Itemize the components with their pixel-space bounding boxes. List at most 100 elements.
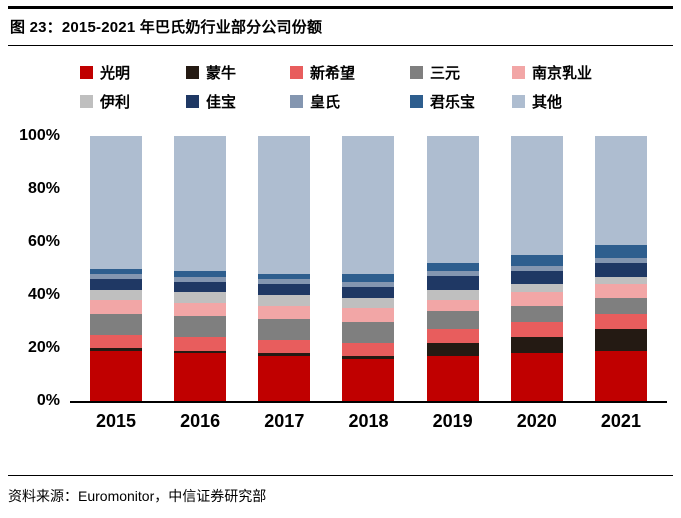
bar-segment-蒙牛	[510, 337, 563, 354]
y-axis-tick-label: 60%	[27, 233, 60, 250]
y-axis-tick-label: 80%	[27, 180, 60, 197]
bar-segment-伊利	[426, 289, 479, 301]
bar-segment-皇氏	[90, 273, 142, 280]
bar-segment-三元	[510, 305, 563, 322]
legend-label: 三元	[430, 65, 461, 82]
x-axis-label: 2016	[180, 411, 221, 431]
bar-segment-伊利	[594, 276, 647, 285]
bar-segment-君乐宝	[342, 273, 395, 282]
legend-color-swatch	[80, 66, 93, 79]
bar-segment-佳宝	[594, 263, 647, 277]
legend-item-2: 蒙牛	[186, 62, 290, 83]
bar-segment-皇氏	[258, 279, 311, 285]
bar-segment-伊利	[174, 292, 227, 303]
figure-footer: 资料来源：Euromonitor，中信证券研究部	[8, 475, 673, 506]
bar-segment-南京乳业	[90, 300, 142, 314]
legend-item-1: 光明	[80, 62, 186, 83]
x-axis-label: 2018	[348, 411, 389, 431]
x-axis-label: 2021	[600, 411, 641, 431]
bar-segment-新希望	[342, 342, 395, 356]
legend-item-6: 伊利	[80, 91, 186, 112]
bar-segment-三元	[258, 318, 311, 341]
bar-segment-光明	[90, 350, 142, 401]
bar-segment-皇氏	[594, 257, 647, 264]
bar-2019	[426, 136, 479, 401]
legend-color-swatch	[410, 95, 423, 108]
bar-segment-伊利	[90, 289, 142, 301]
bar-segment-伊利	[510, 284, 563, 293]
bar-segment-蒙牛	[258, 353, 311, 356]
bar-segment-新希望	[510, 321, 563, 338]
figure-title: 图 23：2015-2021 年巴氏奶行业部分公司份额	[10, 19, 323, 36]
bar-segment-新希望	[594, 313, 647, 330]
bar-2018	[342, 136, 395, 401]
x-axis-label: 2015	[95, 411, 137, 431]
bar-2020	[510, 136, 563, 401]
bar-segment-三元	[426, 310, 479, 330]
bar-segment-其他	[90, 136, 142, 269]
plot-area	[70, 136, 667, 403]
legend-item-8: 皇氏	[290, 91, 410, 112]
bar-segment-皇氏	[174, 276, 227, 282]
bars-row	[70, 136, 667, 401]
legend-item-9: 君乐宝	[410, 91, 512, 112]
bar-segment-蒙牛	[90, 348, 142, 351]
bar-segment-光明	[510, 353, 563, 401]
bar-segment-佳宝	[342, 287, 395, 298]
y-axis-tick-label: 40%	[27, 286, 60, 303]
bar-segment-三元	[594, 297, 647, 314]
bar-segment-君乐宝	[426, 263, 479, 272]
legend-label: 新希望	[310, 65, 356, 82]
bar-segment-南京乳业	[510, 292, 563, 306]
legend-color-swatch	[80, 95, 93, 108]
bar-segment-蒙牛	[174, 350, 227, 354]
legend-item-4: 三元	[410, 62, 512, 83]
bar-segment-皇氏	[342, 281, 395, 288]
bar-segment-君乐宝	[594, 244, 647, 258]
x-axis: 2015 2016 2017 2018 2019 2020 2021	[70, 411, 667, 432]
bar-segment-佳宝	[90, 279, 142, 290]
legend-label: 皇氏	[310, 94, 341, 111]
legend-color-swatch	[512, 66, 525, 79]
y-axis-tick-label: 0%	[36, 392, 60, 409]
bar-segment-佳宝	[174, 281, 227, 293]
source-note: 资料来源：Euromonitor，中信证券研究部	[8, 488, 267, 504]
bar-segment-三元	[90, 313, 142, 335]
chart-legend: 光明 蒙牛 新希望 三元 南京乳业伊利 佳宝 皇氏 君乐宝 其他	[80, 62, 673, 112]
bar-segment-南京乳业	[594, 284, 647, 298]
bar-segment-南京乳业	[174, 302, 227, 317]
bar-segment-佳宝	[258, 284, 311, 296]
legend-label: 其他	[532, 94, 563, 111]
bar-segment-蒙牛	[426, 342, 479, 356]
bar-segment-其他	[426, 136, 479, 264]
bar-segment-君乐宝	[90, 268, 142, 274]
bar-segment-君乐宝	[258, 273, 311, 280]
bar-2021	[594, 136, 647, 401]
bar-segment-新希望	[90, 334, 142, 349]
y-axis-tick-label: 20%	[27, 339, 60, 356]
legend-label: 南京乳业	[532, 65, 593, 82]
x-axis-label: 2020	[516, 411, 557, 431]
bar-segment-新希望	[426, 329, 479, 343]
bar-segment-新希望	[174, 337, 227, 351]
legend-item-5: 南京乳业	[512, 62, 673, 83]
bar-segment-蒙牛	[342, 355, 395, 359]
legend-item-3: 新希望	[290, 62, 410, 83]
bar-segment-光明	[258, 355, 311, 401]
figure-header: 图 23：2015-2021 年巴氏奶行业部分公司份额	[8, 6, 673, 46]
bar-segment-伊利	[258, 295, 311, 306]
bar-segment-光明	[594, 350, 647, 401]
y-axis-tick-label: 100%	[19, 127, 60, 144]
legend-color-swatch	[290, 95, 303, 108]
legend-color-swatch	[290, 66, 303, 79]
bar-segment-君乐宝	[510, 255, 563, 266]
bar-segment-皇氏	[426, 271, 479, 277]
bar-segment-三元	[342, 321, 395, 343]
legend-color-swatch	[410, 66, 423, 79]
bar-segment-新希望	[258, 340, 311, 354]
chart-area: 100% 80% 60% 40% 20% 0%	[6, 127, 667, 409]
legend-item-7: 佳宝	[186, 91, 290, 112]
bar-segment-其他	[342, 136, 395, 274]
bar-2017	[258, 136, 311, 401]
